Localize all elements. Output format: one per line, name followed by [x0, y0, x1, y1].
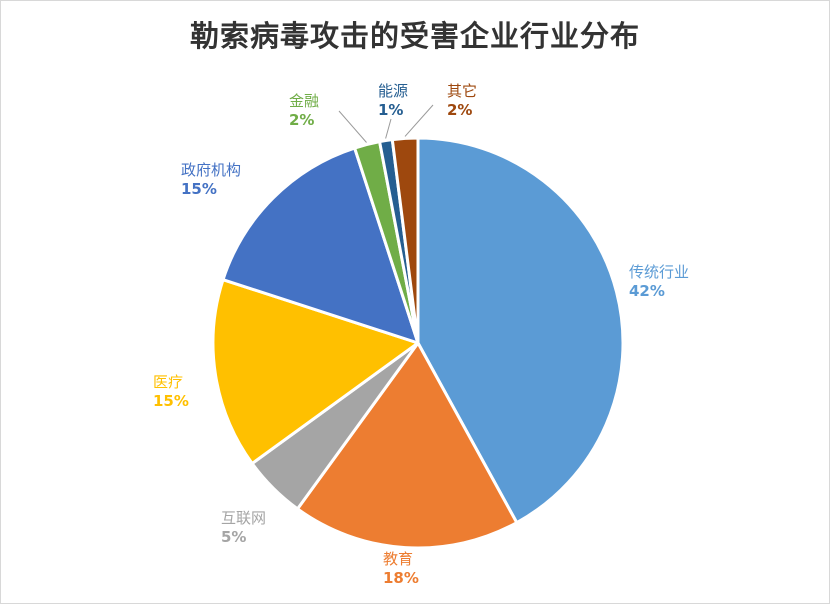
slice-value: 2%: [289, 111, 315, 129]
chart-title: 勒索病毒攻击的受害企业行业分布: [189, 19, 640, 53]
slice-name: 其它: [447, 82, 478, 100]
pie-slice: [416, 136, 625, 525]
slice-name: 医疗: [153, 373, 184, 391]
slice-label-internet: 互联网 5%: [221, 509, 266, 547]
slice-label-finance: 金融 2%: [289, 92, 319, 130]
slice-name: 金融: [289, 92, 320, 110]
slice-value: 15%: [181, 180, 217, 198]
leader-line: [385, 118, 392, 139]
slice-label-traditional: 传统行业 42%: [629, 263, 689, 301]
pie-slice: [390, 136, 420, 345]
pie-slice: [296, 341, 519, 550]
slice-value: 18%: [383, 569, 419, 587]
slice-value: 42%: [629, 282, 665, 300]
slice-name: 教育: [383, 550, 414, 568]
slice-value: 5%: [221, 528, 247, 546]
slice-label-education: 教育 18%: [383, 550, 419, 588]
slice-name: 互联网: [221, 509, 267, 527]
slice-label-medical: 医疗 15%: [153, 373, 189, 411]
slice-value: 15%: [153, 392, 189, 410]
leader-line: [338, 110, 367, 143]
slice-value: 1%: [378, 101, 404, 119]
leader-line: [404, 104, 434, 137]
slice-label-other: 其它 2%: [447, 82, 477, 120]
slice-value: 2%: [447, 101, 473, 119]
slice-name: 政府机构: [181, 161, 242, 179]
pie-slice: [211, 278, 420, 465]
slice-label-energy: 能源 1%: [378, 82, 408, 120]
slice-label-government: 政府机构 15%: [181, 161, 241, 199]
slice-name: 能源: [378, 82, 409, 100]
slice-name: 传统行业: [629, 263, 690, 281]
